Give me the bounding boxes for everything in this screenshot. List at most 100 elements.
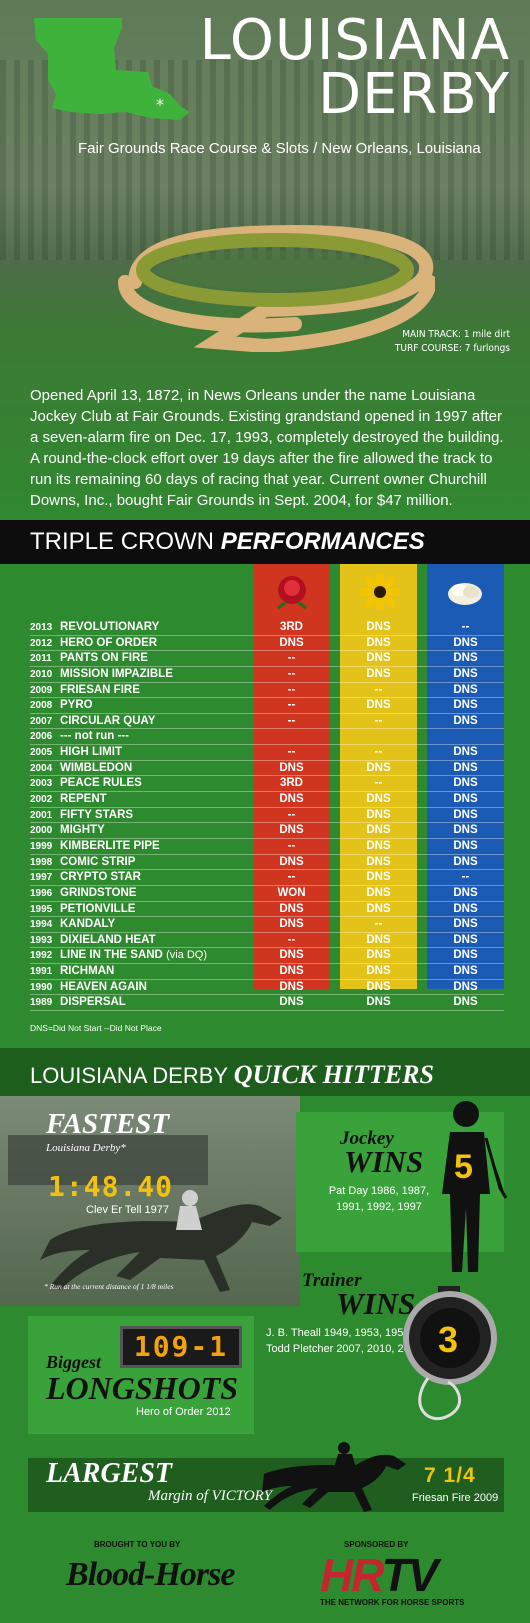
row-belmont-result: DNS [453,824,478,837]
row-preakness-result: -- [374,746,383,759]
trainer-label: Trainer [302,1270,362,1291]
quick-hitters-title-plain: LOUISIANA DERBY [30,1063,228,1088]
row-horse-name: FIFTY STARS [60,808,133,823]
table-row: 1994 KANDALY DNS -- DNS [30,917,504,933]
row-preakness-result: DNS [366,871,391,884]
table-row: 2002 REPENT DNS DNS DNS [30,792,504,808]
triple-crown-title-italic: PERFORMANCES [220,528,425,555]
row-belmont-result: DNS [453,667,478,680]
biggest-label: Biggest [46,1352,102,1372]
row-horse-name-text: REPENT [60,793,107,806]
svg-text:*: * [156,95,164,114]
row-belmont-result: DNS [453,714,478,727]
table-row: 2013 REVOLUTIONARY 3RD DNS -- [30,620,504,636]
row-preakness-result: DNS [366,761,391,774]
row-belmont-result: DNS [453,918,478,931]
longshot-text: Hero of Order 2012 [136,1406,231,1418]
row-horse-name-text: PYRO [60,699,93,712]
row-year: 2008 [30,700,53,712]
row-preakness-result: DNS [366,636,391,649]
row-horse-name-text: WIMBLEDON [60,761,133,774]
row-horse-name: REPENT [60,792,107,807]
fastest-horse: Clev Er Tell 1977 [86,1204,169,1216]
row-year: 1996 [30,887,53,899]
row-kentucky-result: -- [287,667,296,680]
jockey-label: Jockey [340,1128,394,1149]
row-year: 1992 [30,950,53,962]
hrtv-logo-tv: TV [381,1549,439,1601]
row-year: 1989 [30,997,53,1009]
row-year: 2001 [30,809,53,821]
row-horse-name: HERO OF ORDER [60,636,157,651]
sponsored-by-label: SPONSORED BY [344,1540,409,1549]
row-preakness-result: DNS [366,933,391,946]
quick-hitters-title: LOUISIANA DERBY QUICK HITTERS [30,1060,434,1090]
quick-hitters-title-italic: QUICK HITTERS [233,1060,434,1089]
row-belmont-result: DNS [453,652,478,665]
row-kentucky-result: DNS [279,902,304,915]
row-kentucky-result: -- [287,699,296,712]
track-info: MAIN TRACK: 1 mile dirt TURF COURSE: 7 f… [395,328,510,356]
stopwatch-icon: 3 [403,1286,497,1421]
table-row: 2012 HERO OF ORDER DNS DNS DNS [30,636,504,652]
table-row: 2005 HIGH LIMIT -- -- DNS [30,745,504,761]
row-kentucky-result: 3RD [279,621,303,633]
carnation-icon [448,583,482,605]
fastest-sub: Louisiana Derby* [46,1142,126,1154]
row-kentucky-result: -- [287,871,296,884]
row-horse-name: DISPERSAL [60,995,126,1010]
louisiana-map-icon: * [34,18,190,120]
row-belmont-result: -- [461,871,470,884]
venue-text: Fair Grounds Race Course & Slots / New O… [78,140,481,157]
table-row: 2006 --- not run --- [30,729,504,746]
table-row: 1995 PETIONVILLE DNS DNS DNS [30,902,504,918]
trainer-text: J. B. Theall 1949, 1953, 1954 Todd Pletc… [266,1325,422,1357]
row-horse-name-text: HIGH LIMIT [60,746,122,759]
row-preakness-result: -- [374,683,383,696]
row-year: 1990 [30,981,53,993]
trainer-wins-label: WINS [336,1286,416,1321]
triple-crown-table: 2013 REVOLUTIONARY 3RD DNS -- 2012 HERO OF ORD… [30,620,504,1012]
row-horse-name-text: RICHMAN [60,965,115,978]
row-preakness-result: DNS [366,980,391,993]
table-row: 2007 CIRCULAR QUAY -- -- DNS [30,714,504,730]
row-preakness-result: DNS [366,902,391,915]
jockey-text: Pat Day 1986, 1987, 1991, 1992, 1997 [328,1185,430,1213]
fastest-time: 1:48.40 [48,1170,174,1203]
row-kentucky-result: DNS [279,636,304,649]
black-eyed-susan-icon [360,574,400,610]
row-horse-name: RICHMAN [60,964,114,979]
legend-text: DNS=Did Not Start --Did Not Place [30,1023,162,1033]
row-horse-name-text: MIGHTY [60,824,105,837]
row-belmont-result: DNS [453,636,478,649]
row-horse-name: HEAVEN AGAIN [60,980,147,995]
row-preakness-result: DNS [366,652,391,665]
track-diagram [118,224,435,352]
row-preakness-result: DNS [366,949,391,962]
row-belmont-result: DNS [453,949,478,962]
row-year: 1993 [30,934,53,946]
row-year: 1997 [30,872,53,884]
row-kentucky-result: DNS [279,980,304,993]
row-horse-name-text: FRIESAN FIRE [60,683,140,696]
row-preakness-result: DNS [366,855,391,868]
hrtv-tagline: THE NETWORK FOR HORSE SPORTS [320,1598,465,1607]
row-kentucky-result: DNS [279,965,304,978]
row-horse-name: PETIONVILLE [60,902,135,917]
row-horse-name-text: MISSION IMPAZIBLE [60,667,173,680]
title-louisiana: LOUISIANA [199,8,510,73]
row-preakness-result: DNS [366,965,391,978]
row-belmont-result: DNS [453,855,478,868]
row-year: 2011 [30,653,52,665]
hrtv-logo-hr: HR [320,1549,384,1601]
fastest-label: FASTEST [46,1108,170,1140]
triple-crown-title-bar [0,520,530,564]
row-horse-name-text: GRINDSTONE [60,886,137,899]
row-horse-name-text: KANDALY [60,918,116,931]
row-year: 2006 [30,731,53,743]
row-horse-name-text: DISPERSAL [60,996,126,1009]
row-horse-name: PANTS ON FIRE [60,651,148,666]
longshots-label: LONGSHOTS [46,1370,239,1406]
row-belmont-result: DNS [453,746,478,759]
